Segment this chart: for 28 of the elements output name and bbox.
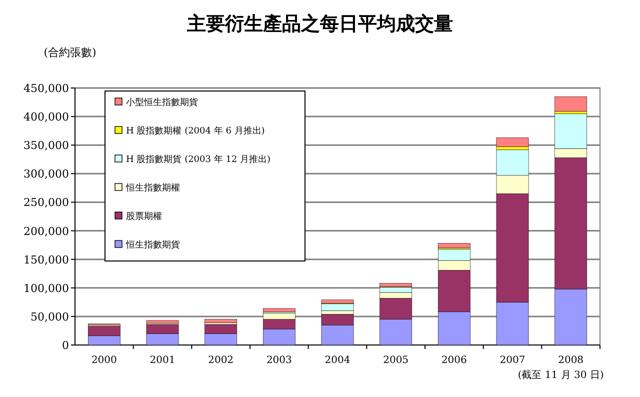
x-tick-label: 2008 [558,355,584,366]
y-axis-title: (合約張數) [44,46,96,59]
y-tick-label: 0 [62,339,69,352]
legend-label: 恒生指數期貨 [125,240,180,250]
legend-label: 恒生指數期權 [125,182,180,194]
legend-label: H 股指數期貨 (2003 年 12 月推出) [126,154,271,165]
x-tick-label: 2006 [441,355,467,366]
x-tick-label: 2001 [150,355,176,366]
x-tick-label: 2007 [500,355,526,366]
legend-label: 小型恒生指數期貨 [126,97,198,108]
y-tick-label: 200,000 [24,224,69,238]
x-tick-label: 2000 [91,355,117,366]
x-tick-label: 2002 [208,355,234,366]
y-tick-label: 450,000 [24,82,69,95]
x-tick-label: 2003 [266,355,292,366]
x-tick-label: 2004 [324,355,350,366]
legend-label: H 股指數期權 (2004 年 6 月推出) [126,126,265,136]
x-tick-label: 2005 [383,355,409,366]
y-tick-label: 350,000 [24,139,69,152]
y-tick-label: 250,000 [24,196,69,210]
legend-label: 股票期權 [126,211,162,222]
y-tick-label: 400,000 [24,110,69,124]
chart-title: 主要衍生產品之每日平均成交量 [186,13,453,35]
y-tick-label: 50,000 [30,310,69,324]
y-tick-label: 100,000 [24,282,69,295]
text: (截至 11 月 30 日) [518,369,604,381]
y-tick-label: 300,000 [24,168,69,181]
y-tick-label: 150,000 [24,253,69,266]
